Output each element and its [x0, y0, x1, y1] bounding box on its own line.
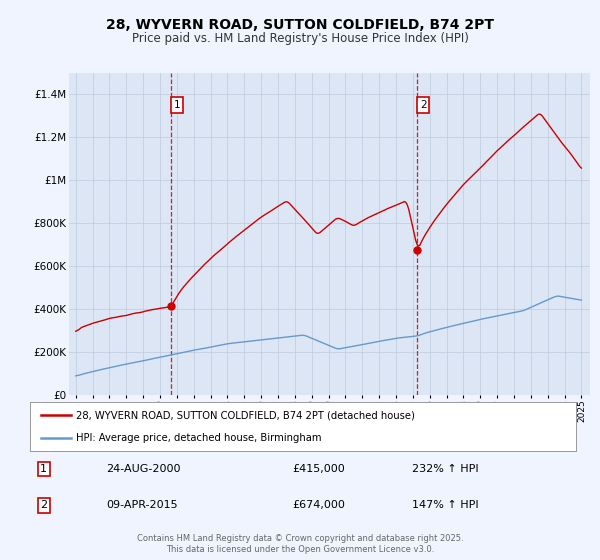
- Text: 147% ↑ HPI: 147% ↑ HPI: [412, 501, 479, 510]
- Text: 1: 1: [173, 100, 180, 110]
- Text: Price paid vs. HM Land Registry's House Price Index (HPI): Price paid vs. HM Land Registry's House …: [131, 31, 469, 45]
- Text: 2: 2: [40, 501, 47, 510]
- Text: HPI: Average price, detached house, Birmingham: HPI: Average price, detached house, Birm…: [76, 433, 322, 444]
- Text: 28, WYVERN ROAD, SUTTON COLDFIELD, B74 2PT: 28, WYVERN ROAD, SUTTON COLDFIELD, B74 2…: [106, 18, 494, 32]
- Text: Contains HM Land Registry data © Crown copyright and database right 2025.: Contains HM Land Registry data © Crown c…: [137, 534, 463, 543]
- Text: 28, WYVERN ROAD, SUTTON COLDFIELD, B74 2PT (detached house): 28, WYVERN ROAD, SUTTON COLDFIELD, B74 2…: [76, 410, 415, 421]
- Text: 2: 2: [420, 100, 427, 110]
- Text: 1: 1: [40, 464, 47, 474]
- Text: £415,000: £415,000: [292, 464, 345, 474]
- Text: This data is licensed under the Open Government Licence v3.0.: This data is licensed under the Open Gov…: [166, 545, 434, 554]
- Text: 09-APR-2015: 09-APR-2015: [106, 501, 178, 510]
- Text: 232% ↑ HPI: 232% ↑ HPI: [412, 464, 479, 474]
- Text: £674,000: £674,000: [292, 501, 345, 510]
- Text: 24-AUG-2000: 24-AUG-2000: [106, 464, 181, 474]
